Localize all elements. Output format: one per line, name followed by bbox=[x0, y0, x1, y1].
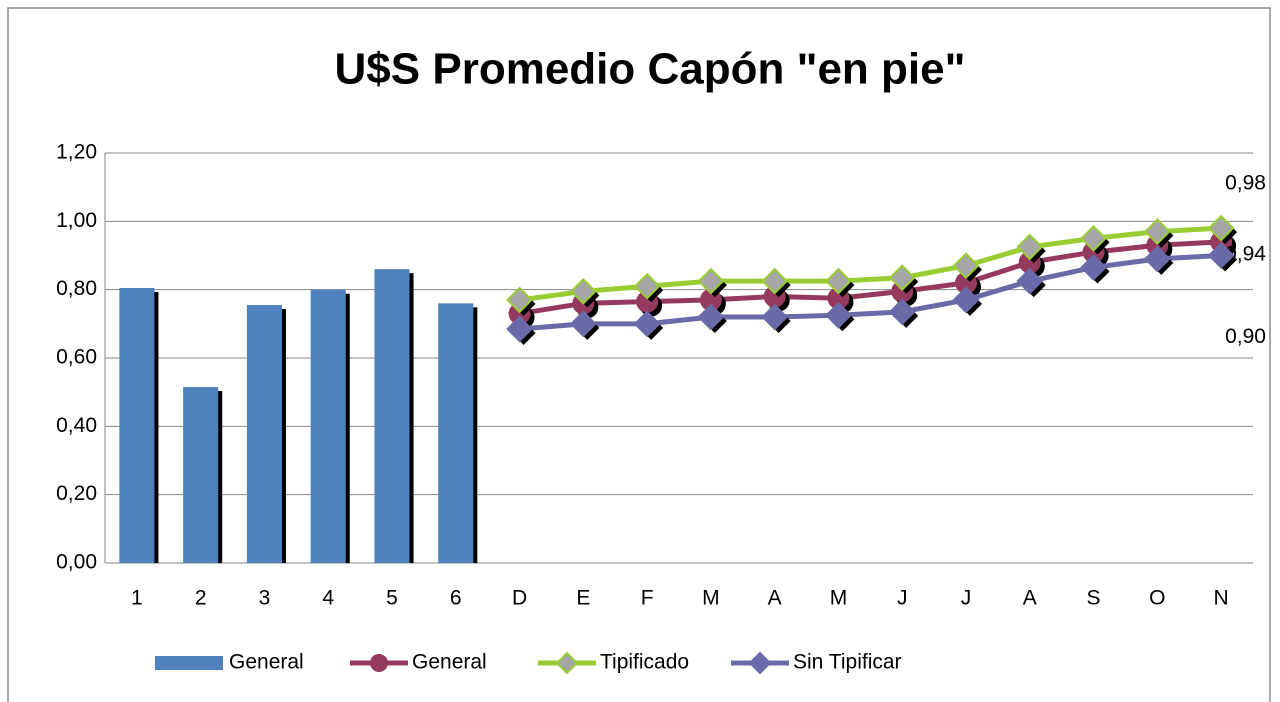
x-tick-label: E bbox=[576, 587, 590, 610]
data-label: 0,98 bbox=[1225, 172, 1266, 195]
y-tick-label: 1,20 bbox=[56, 141, 97, 164]
bar bbox=[374, 269, 410, 563]
x-tick-label: J bbox=[961, 587, 972, 610]
legend-label: General bbox=[229, 651, 304, 674]
marker bbox=[825, 267, 852, 295]
y-tick-label: 0,60 bbox=[56, 346, 97, 369]
marker bbox=[633, 272, 661, 300]
marker bbox=[506, 286, 533, 314]
marker bbox=[825, 301, 852, 329]
x-tick-label: 4 bbox=[322, 587, 334, 610]
x-tick-label: 3 bbox=[259, 587, 271, 610]
chart-frame bbox=[7, 7, 1271, 702]
legend-marker bbox=[370, 654, 388, 672]
y-tick-label: 0,80 bbox=[56, 277, 97, 300]
x-tick-label: A bbox=[1023, 587, 1037, 610]
legend-swatch bbox=[155, 656, 223, 670]
bar bbox=[438, 303, 474, 563]
legend-marker bbox=[748, 651, 772, 675]
x-tick-label: D bbox=[512, 587, 527, 610]
y-tick-label: 0,00 bbox=[56, 551, 97, 574]
legend-label: Tipificado bbox=[600, 651, 689, 674]
legend-label: General bbox=[412, 651, 487, 674]
x-tick-label: S bbox=[1087, 587, 1101, 610]
bar bbox=[183, 387, 219, 563]
marker bbox=[633, 310, 661, 338]
x-tick-label: O bbox=[1149, 587, 1165, 610]
x-tick-label: 2 bbox=[195, 587, 207, 610]
marker bbox=[697, 267, 725, 295]
marker bbox=[1080, 225, 1107, 252]
x-tick-label: M bbox=[830, 587, 848, 610]
marker bbox=[888, 298, 916, 326]
bar bbox=[310, 289, 346, 563]
marker bbox=[1080, 254, 1107, 281]
legend-marker bbox=[555, 651, 579, 675]
marker bbox=[888, 264, 916, 292]
x-tick-label: M bbox=[702, 587, 720, 610]
x-tick-label: N bbox=[1214, 587, 1229, 610]
y-tick-label: 0,40 bbox=[56, 414, 97, 437]
legend-label: Sin Tipificar bbox=[793, 651, 902, 674]
marker bbox=[697, 303, 725, 331]
data-label: 0,90 bbox=[1225, 325, 1266, 348]
y-tick-label: 0,20 bbox=[56, 482, 97, 505]
marker bbox=[952, 286, 980, 314]
x-tick-label: F bbox=[641, 587, 654, 610]
marker bbox=[1143, 218, 1171, 245]
chart-title: U$S Promedio Capón "en pie" bbox=[335, 45, 966, 94]
bar bbox=[246, 305, 282, 563]
marker bbox=[1207, 214, 1235, 242]
marker bbox=[1143, 245, 1171, 273]
marker bbox=[1207, 242, 1235, 269]
marker bbox=[952, 252, 980, 280]
marker bbox=[761, 303, 789, 331]
marker bbox=[569, 310, 597, 338]
marker bbox=[1016, 267, 1044, 295]
x-tick-label: J bbox=[897, 587, 908, 610]
x-tick-label: A bbox=[768, 587, 782, 610]
marker bbox=[506, 315, 533, 343]
marker bbox=[569, 277, 597, 305]
x-tick-label: 6 bbox=[450, 587, 462, 610]
marker bbox=[761, 267, 789, 295]
x-tick-label: 5 bbox=[386, 587, 398, 610]
x-tick-label: 1 bbox=[131, 587, 143, 610]
bar bbox=[119, 287, 155, 563]
marker bbox=[1016, 233, 1044, 261]
y-tick-label: 1,00 bbox=[56, 209, 97, 232]
